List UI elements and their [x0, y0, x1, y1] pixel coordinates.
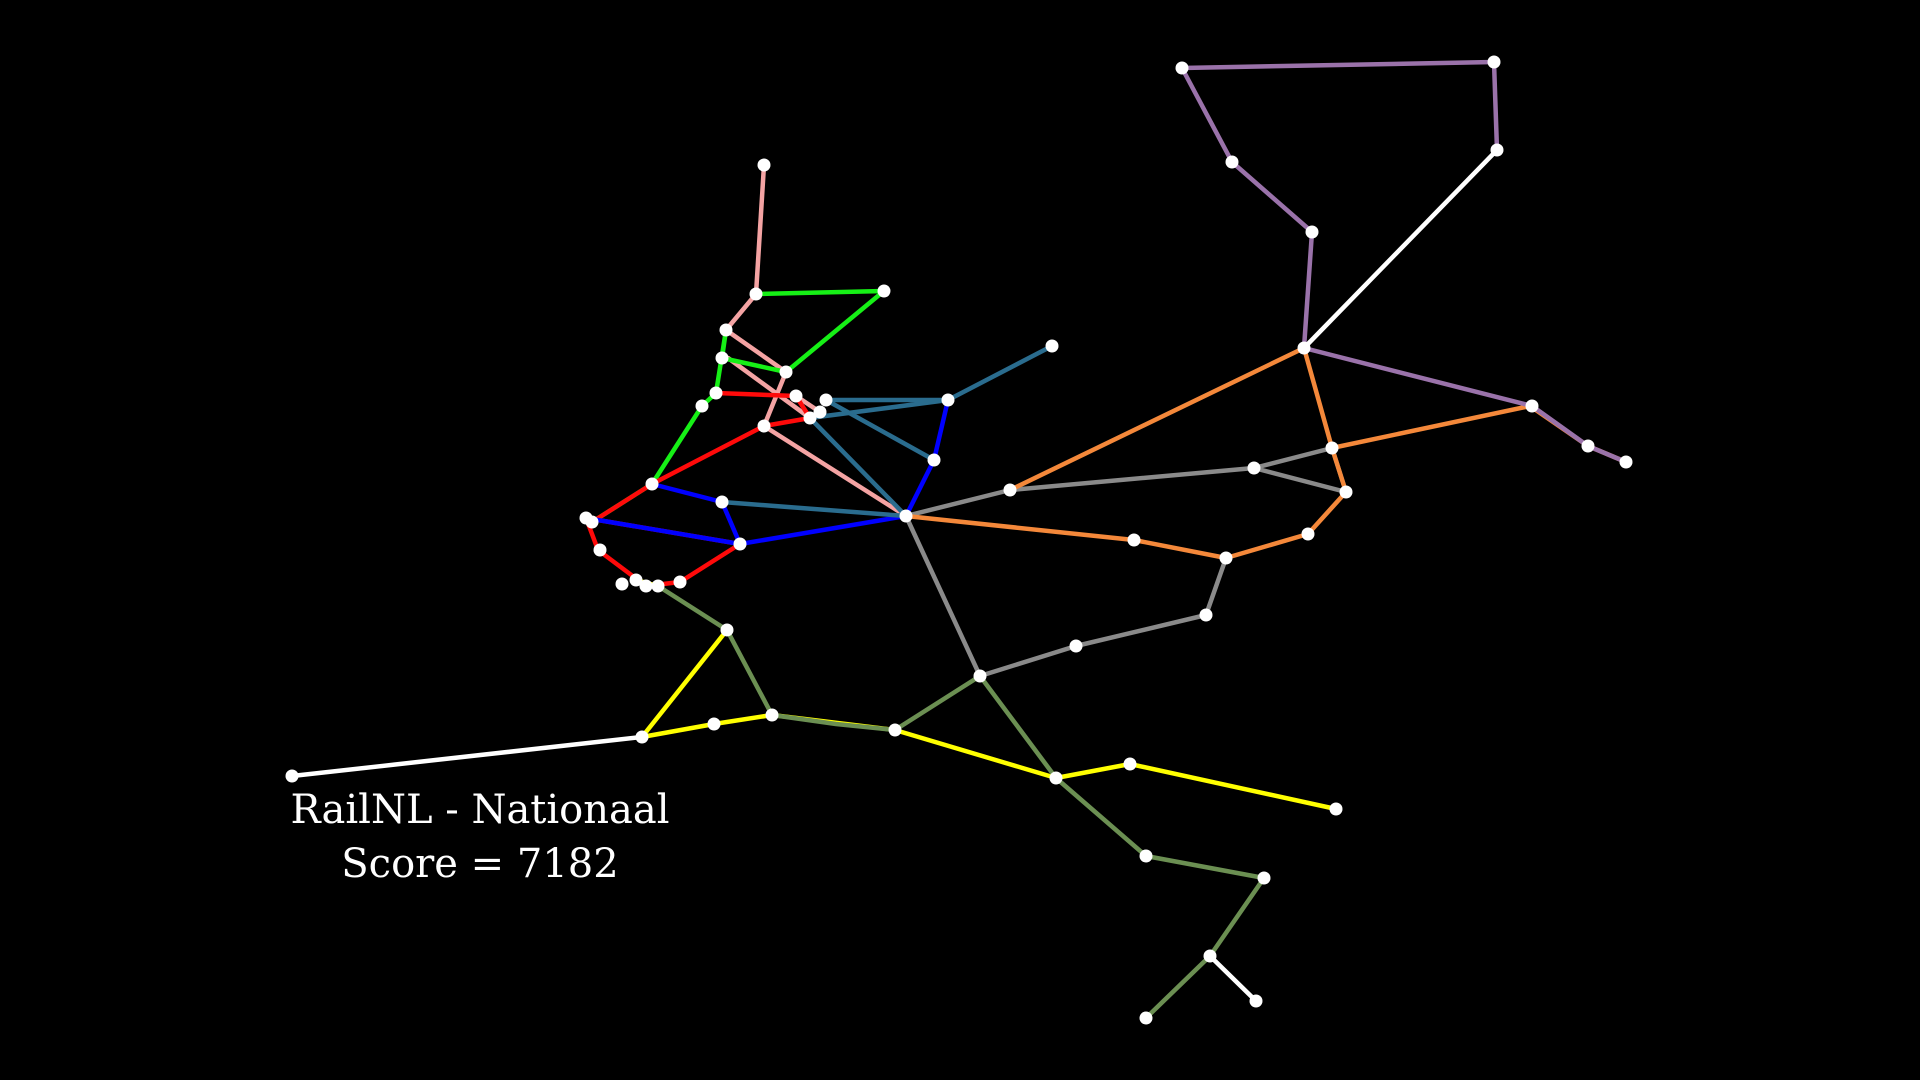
station-node [757, 158, 771, 172]
station-node [1339, 485, 1353, 499]
station-node [941, 393, 955, 407]
station-node [639, 579, 653, 593]
station-node [1329, 802, 1343, 816]
station-node [709, 386, 723, 400]
train-route-16 [1301, 147, 1500, 351]
station-node [803, 411, 817, 425]
station-node [1049, 771, 1063, 785]
station-node [1305, 225, 1319, 239]
train-route-10 [903, 445, 1349, 519]
station-node [1619, 455, 1633, 469]
station-node [1581, 439, 1595, 453]
station-node [813, 405, 827, 419]
station-node [1175, 61, 1189, 75]
station-node [707, 717, 721, 731]
station-node [1139, 1011, 1153, 1025]
station-node [1139, 849, 1153, 863]
station-node [695, 399, 709, 413]
station-node [1487, 55, 1501, 69]
station-node [765, 708, 779, 722]
station-node [1203, 949, 1217, 963]
station-node [1225, 155, 1239, 169]
station-node [1045, 339, 1059, 353]
station-node [651, 579, 665, 593]
station-node [1249, 994, 1263, 1008]
figure-caption: RailNL - Nationaal Score = 7182 [210, 783, 750, 891]
figure-title: RailNL - Nationaal [290, 787, 670, 833]
station-node [888, 723, 902, 737]
station-node [899, 509, 913, 523]
station-node [673, 575, 687, 589]
station-node [720, 623, 734, 637]
station-node [635, 730, 649, 744]
station-node [1127, 533, 1141, 547]
station-node [1219, 551, 1233, 565]
train-route-14 [1301, 345, 1629, 465]
station-node [715, 351, 729, 365]
station-node [789, 389, 803, 403]
station-node [1525, 399, 1539, 413]
station-node [927, 453, 941, 467]
train-route-15 [1179, 59, 1500, 351]
station-node [645, 477, 659, 491]
station-node [819, 393, 833, 407]
score-label: Score = 7182 [341, 841, 619, 887]
train-route-18 [1207, 953, 1259, 1004]
station-node [1123, 757, 1137, 771]
station-layer [285, 55, 1633, 1025]
station-node [1247, 461, 1261, 475]
station-node [757, 419, 771, 433]
station-node [1003, 483, 1017, 497]
station-node [1297, 341, 1311, 355]
station-node [615, 577, 629, 591]
station-node [715, 495, 729, 509]
station-node [877, 284, 891, 298]
station-node [1257, 871, 1271, 885]
train-route-3 [753, 288, 887, 297]
station-node [629, 573, 643, 587]
station-node [1199, 608, 1213, 622]
station-node [1490, 143, 1504, 157]
station-node [285, 769, 299, 783]
station-node [749, 287, 763, 301]
station-node [1069, 639, 1083, 653]
station-node [779, 365, 793, 379]
station-node [585, 515, 599, 529]
station-node [1301, 527, 1315, 541]
station-node [593, 543, 607, 557]
train-route-1 [723, 162, 909, 519]
station-node [973, 669, 987, 683]
station-node [719, 323, 733, 337]
station-node [733, 537, 747, 551]
train-route-17 [289, 734, 645, 779]
station-node [1325, 441, 1339, 455]
